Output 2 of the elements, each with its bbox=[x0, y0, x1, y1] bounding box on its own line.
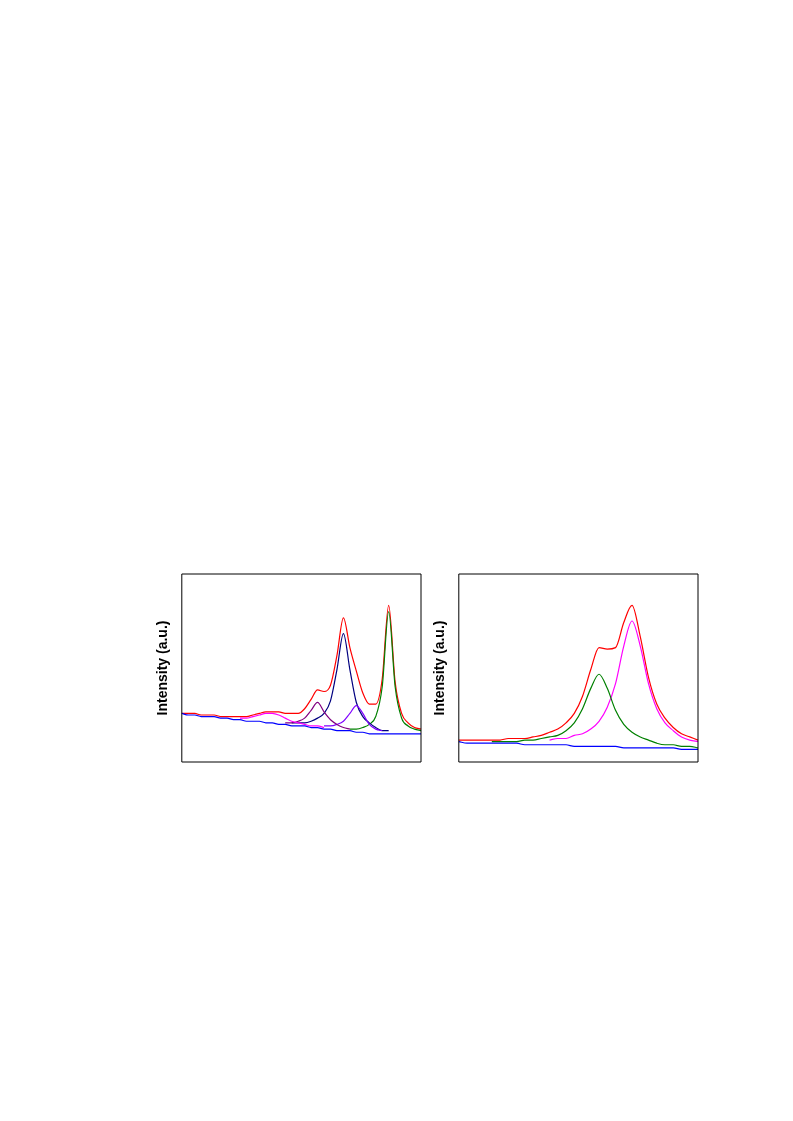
y-axis-title: Intensity (a.u.) bbox=[154, 620, 171, 716]
y-axis-title: Intensity (a.u.) bbox=[431, 620, 448, 716]
